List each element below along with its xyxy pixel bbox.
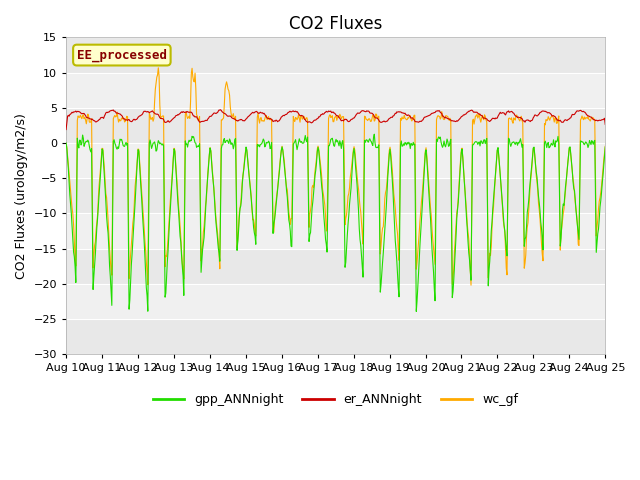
Legend: gpp_ANNnight, er_ANNnight, wc_gf: gpp_ANNnight, er_ANNnight, wc_gf: [148, 388, 524, 411]
Title: CO2 Fluxes: CO2 Fluxes: [289, 15, 382, 33]
Bar: [66, 178, 605, 213]
Y-axis label: CO2 Fluxes (urology/m2/s): CO2 Fluxes (urology/m2/s): [15, 113, 28, 279]
Bar: [66, 143, 605, 178]
Bar: [66, 108, 605, 143]
Bar: [66, 249, 605, 284]
Bar: [66, 213, 605, 249]
Bar: [66, 37, 605, 72]
Text: EE_processed: EE_processed: [77, 48, 167, 62]
Bar: [66, 72, 605, 108]
Bar: [66, 319, 605, 354]
Bar: [66, 284, 605, 319]
